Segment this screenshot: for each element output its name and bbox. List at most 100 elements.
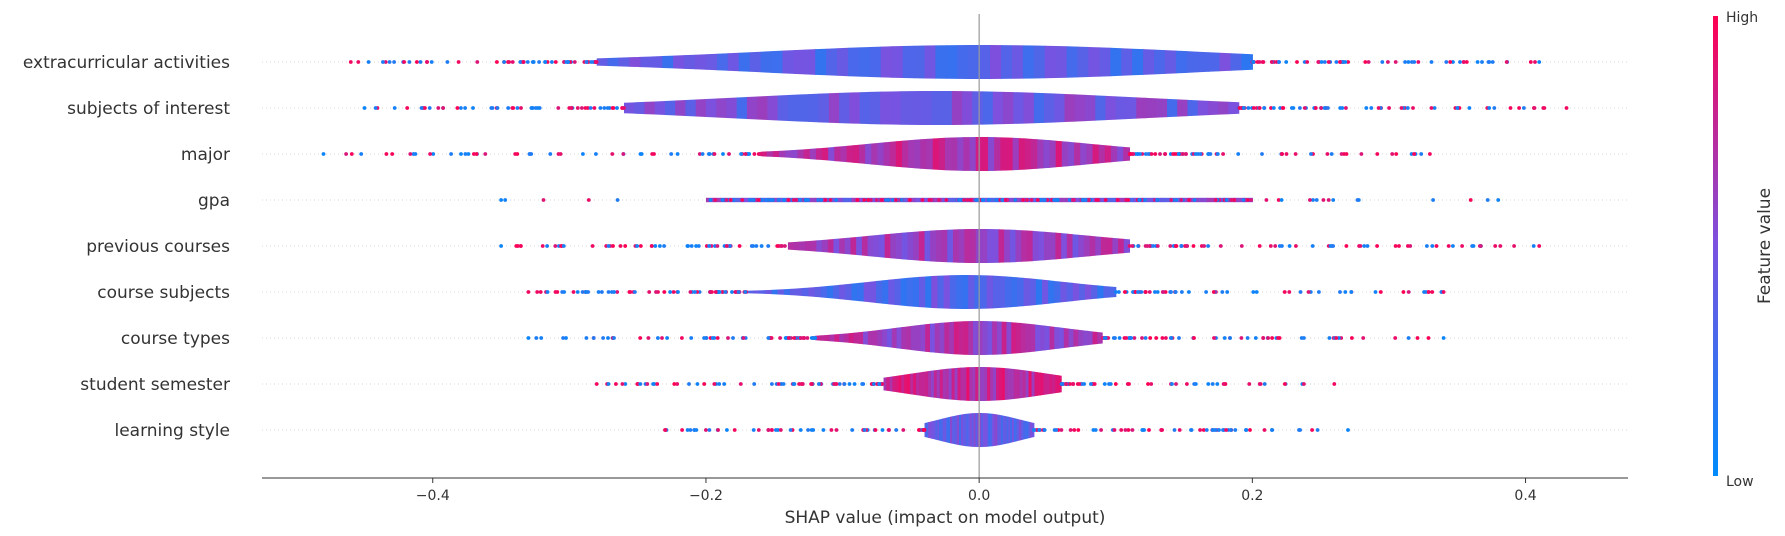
shap-point	[1147, 244, 1152, 248]
violin-segment	[892, 375, 896, 393]
violin-segment	[1049, 232, 1057, 260]
violin-segment	[944, 322, 950, 354]
shap-point	[1393, 60, 1398, 64]
shap-point	[929, 198, 934, 202]
violin-segment	[1092, 144, 1100, 164]
violin-segment	[607, 57, 620, 67]
violin-segment	[960, 414, 964, 446]
violin-segment	[1026, 421, 1029, 439]
shap-point	[392, 60, 396, 64]
shap-point	[588, 106, 593, 110]
feature-row: learning style	[114, 413, 1628, 447]
violin-segment	[1022, 420, 1026, 440]
shap-point	[1130, 244, 1135, 248]
violin-segment	[941, 91, 953, 125]
violin-segment	[988, 137, 995, 171]
shap-point	[1412, 152, 1416, 156]
shap-point	[1221, 428, 1225, 432]
shap-point	[656, 336, 660, 340]
violin-segment	[695, 54, 707, 70]
shap-point-extreme	[526, 336, 531, 340]
violin-segment	[793, 49, 805, 75]
violin-segment	[902, 45, 915, 79]
shap-point	[1198, 428, 1202, 432]
violin-segment	[1177, 99, 1189, 117]
violin-segment	[998, 367, 1003, 401]
shap-point	[1025, 198, 1029, 202]
shap-point	[472, 152, 476, 156]
shap-point	[1361, 336, 1366, 340]
shap-point	[685, 428, 690, 432]
violin-segment	[733, 197, 743, 203]
shap-point	[614, 382, 618, 386]
violin-segment	[955, 415, 958, 445]
shap-point	[665, 336, 669, 340]
violin-segment	[1018, 138, 1026, 170]
violin-segment	[853, 332, 859, 344]
violin-segment	[662, 55, 674, 69]
shap-point	[1146, 152, 1151, 156]
violin-segment	[1035, 324, 1041, 352]
shap-point	[471, 106, 475, 110]
shap-point	[569, 106, 574, 110]
violin-segment	[1078, 329, 1084, 347]
violin-segment	[886, 328, 893, 348]
shap-point	[601, 336, 605, 340]
shap-point	[1425, 244, 1429, 248]
violin-segment	[1024, 138, 1032, 170]
violin-segment	[999, 414, 1002, 446]
violin-segment	[785, 150, 792, 158]
shap-point	[783, 244, 787, 248]
shap-point	[688, 290, 693, 294]
violin-segment	[914, 139, 922, 169]
violin-segment	[949, 321, 955, 355]
shap-point	[1460, 244, 1464, 248]
shap-point	[1112, 428, 1117, 432]
violin-segment	[958, 229, 965, 263]
shap-point	[778, 244, 783, 248]
shap-point-extreme	[362, 106, 367, 110]
shap-point	[515, 106, 520, 110]
violin-segment	[938, 137, 946, 171]
feature-label: previous courses	[86, 237, 230, 257]
feature-row: student semester	[80, 367, 1628, 401]
shap-point	[1068, 382, 1072, 386]
shap-point-extreme	[499, 244, 503, 248]
shap-point	[1187, 198, 1191, 202]
colorbar-low-label: Low	[1726, 474, 1754, 490]
shap-point	[788, 428, 793, 432]
shap-point	[819, 198, 824, 202]
violin-segment	[833, 238, 840, 254]
violin-segment	[673, 55, 685, 69]
shap-point	[411, 152, 416, 156]
shap-point	[1239, 244, 1244, 248]
shap-point	[1123, 428, 1128, 432]
shap-point	[1102, 382, 1107, 386]
shap-point	[575, 106, 580, 110]
shap-point	[606, 244, 611, 248]
shap-point	[721, 152, 725, 156]
shap-point	[553, 60, 558, 64]
shap-point	[1334, 60, 1339, 64]
shap-point	[550, 60, 554, 64]
violin-segment	[1001, 415, 1004, 445]
shap-point	[541, 198, 546, 202]
shap-point	[623, 382, 628, 386]
shap-point	[752, 152, 757, 156]
violin-segment	[1161, 197, 1171, 203]
violin-segment	[1009, 229, 1017, 263]
feature-label: gpa	[198, 191, 230, 211]
violin-segment	[1046, 373, 1050, 395]
violin-segment	[1031, 138, 1038, 170]
shap-point	[1517, 106, 1521, 110]
violin-segment	[968, 413, 971, 447]
shap-point	[1233, 428, 1238, 432]
violin-segment	[815, 48, 827, 76]
shap-point	[463, 152, 468, 156]
violin-segment	[888, 279, 896, 305]
violin-segment	[927, 370, 932, 398]
shap-point	[455, 106, 460, 110]
violin-segment	[1146, 97, 1158, 119]
shap-point	[1071, 382, 1075, 386]
